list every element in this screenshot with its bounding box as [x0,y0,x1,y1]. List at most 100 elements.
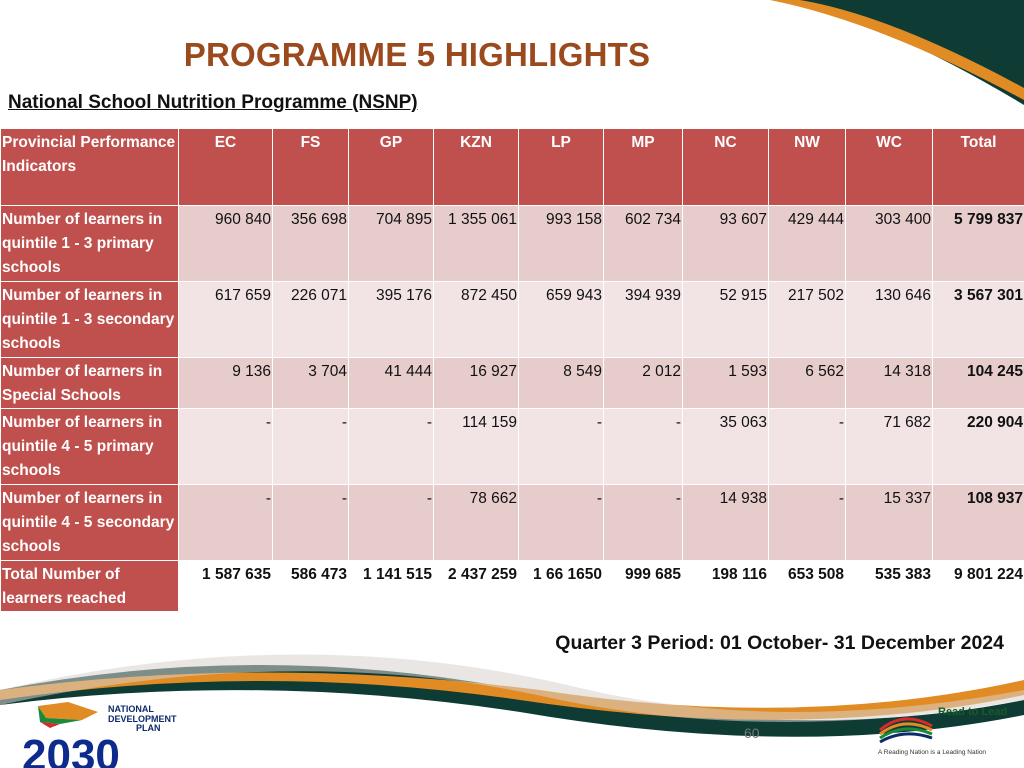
total-cell: 5 799 837 [932,205,1024,282]
header-lp: LP [518,128,604,206]
table-row: Number of learners in quintile 4 - 5 pri… [0,408,1024,485]
ndp-year: 2030 [22,731,120,768]
row-label: Number of learners in quintile 1 - 3 sec… [0,281,179,358]
table-subtitle: National School Nutrition Programme (NSN… [8,92,418,113]
table-cell: 71 682 [845,408,933,485]
table-cell: 872 450 [433,281,519,358]
flag-mark [38,702,98,720]
header-kzn: KZN [433,128,519,206]
reporting-period: Quarter 3 Period: 01 October- 31 Decembe… [555,632,1004,654]
row-label: Number of learners in quintile 4 - 5 pri… [0,408,179,485]
ndp-line3: PLAN [136,723,161,733]
table-cell: 2 012 [603,357,683,409]
slide-title: PROGRAMME 5 HIGHLIGHTS [183,36,651,73]
total-cell: 9 801 224 [932,560,1024,612]
header-fs: FS [272,128,349,206]
table-cell: 960 840 [178,205,273,282]
row-label: Number of learners in Special Schools [0,357,179,409]
rtl-title: Read to Lead [938,706,1007,718]
table-cell: 1 141 515 [348,560,434,612]
table-cell: 617 659 [178,281,273,358]
header-ec: EC [178,128,273,206]
table-cell: 429 444 [768,205,846,282]
header-mp: MP [603,128,683,206]
table-cell: 1 593 [682,357,769,409]
total-cell: 3 567 301 [932,281,1024,358]
total-cell: 108 937 [932,484,1024,561]
table-cell: 1 66 1650 [518,560,604,612]
table-cell: 16 927 [433,357,519,409]
header-nc: NC [682,128,769,206]
table-cell: 15 337 [845,484,933,561]
table-cell: 130 646 [845,281,933,358]
row-label: Number of learners in quintile 1 - 3 pri… [0,205,179,282]
table-cell: - [768,408,846,485]
header-wc: WC [845,128,933,206]
table-cell: - [518,484,604,561]
row-label: Number of learners in quintile 4 - 5 sec… [0,484,179,561]
table-cell: 114 159 [433,408,519,485]
top-right-swoosh [770,0,1024,105]
table-cell: - [768,484,846,561]
table-cell: 41 444 [348,357,434,409]
table-cell: 226 071 [272,281,349,358]
table-cell: 1 355 061 [433,205,519,282]
header-total: Total [932,128,1024,206]
book-arc-icon [879,717,933,732]
row-label: Total Number of learners reached [0,560,179,612]
header-gp: GP [348,128,434,206]
table-cell: 1 587 635 [178,560,273,612]
nsnp-performance-table: Provincial Performance Indicators EC FS … [0,128,1024,612]
table-cell: - [178,484,273,561]
ndp-line2: DEVELOPMENT [108,714,177,724]
table-cell: - [178,408,273,485]
table-cell: - [518,408,604,485]
table-cell: - [272,484,349,561]
table-cell: 394 939 [603,281,683,358]
ndp-line1: NATIONAL [108,704,154,714]
table-row: Number of learners in quintile 1 - 3 pri… [0,205,1024,282]
total-cell: 104 245 [932,357,1024,409]
rtl-tagline: A Reading Nation is a Leading Nation [878,749,986,756]
table-cell: 52 915 [682,281,769,358]
table-cell: 6 562 [768,357,846,409]
header-nw: NW [768,128,846,206]
table-cell: 217 502 [768,281,846,358]
table-row: Number of learners in quintile 4 - 5 sec… [0,484,1024,561]
table-cell: 3 704 [272,357,349,409]
table-cell: 586 473 [272,560,349,612]
table-cell: 659 943 [518,281,604,358]
table-cell: - [603,408,683,485]
read-to-lead-logo: Read to Lead A Reading Nation is a Leadi… [878,706,1007,756]
table-cell: - [348,408,434,485]
table-cell: 395 176 [348,281,434,358]
table-row: Number of learners in quintile 1 - 3 sec… [0,281,1024,358]
table-cell: 993 158 [518,205,604,282]
ndp-2030-logo: NATIONAL DEVELOPMENT PLAN 2030 [22,702,177,768]
table-cell: 93 607 [682,205,769,282]
table-cell: 602 734 [603,205,683,282]
table-cell: 356 698 [272,205,349,282]
table-cell: 8 549 [518,357,604,409]
table-header-row: Provincial Performance Indicators EC FS … [0,128,1024,206]
table-cell: 198 116 [682,560,769,612]
table-cell: 9 136 [178,357,273,409]
table-cell: 999 685 [603,560,683,612]
bottom-swoosh [0,654,1024,768]
table-cell: 14 318 [845,357,933,409]
table-row: Number of learners in Special Schools 9 … [0,357,1024,409]
table-cell: - [348,484,434,561]
table-cell: 653 508 [768,560,846,612]
table-cell: 535 383 [845,560,933,612]
table-cell: - [272,408,349,485]
header-indicators: Provincial Performance Indicators [0,128,179,206]
table-cell: 303 400 [845,205,933,282]
table-cell: 704 895 [348,205,434,282]
table-cell: 78 662 [433,484,519,561]
total-cell: 220 904 [932,408,1024,485]
page-number: 60 [744,725,760,741]
table-cell: 14 938 [682,484,769,561]
table-cell: - [603,484,683,561]
table-total-row: Total Number of learners reached 1 587 6… [0,560,1024,612]
